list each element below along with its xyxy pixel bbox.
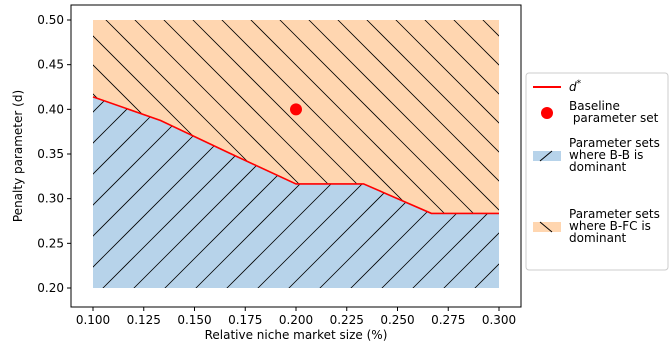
legend-bfc-swatch: [533, 221, 561, 233]
legend-baseline-label: Baseline parameter set: [569, 99, 659, 125]
hatch-line: [330, 96, 499, 288]
hatch-line: [143, 20, 485, 214]
x-tick-label: 0.100: [76, 313, 110, 327]
hatch-line: [375, 20, 499, 214]
hatch-line: [230, 20, 499, 214]
swatch-fill: [533, 151, 561, 161]
y-tick-label: 0.50: [37, 13, 64, 27]
legend-bb-swatch: [533, 150, 561, 162]
hatch-line: [317, 20, 499, 214]
x-tick-label: 0.175: [228, 313, 262, 327]
hatch-line: [93, 96, 300, 288]
swatch-hatch: [539, 150, 553, 162]
hatch-line: [93, 96, 331, 288]
swatch-hatch: [539, 221, 553, 233]
legend: d* Baseline parameter set Parameter sets…: [525, 72, 669, 271]
x-tick-label: 0.150: [177, 313, 211, 327]
y-axis-ticks: 0.20 0.25 0.30 0.35 0.40 0.45 0.50: [37, 13, 71, 295]
region-bfc-dominant: [93, 20, 499, 214]
hatch-line: [288, 20, 499, 214]
y-tick-label: 0.30: [37, 192, 64, 206]
hatch-line: [433, 20, 499, 214]
legend-bfc-label: Parameter sets where B-FC is dominant: [569, 207, 660, 245]
y-tick-label: 0.20: [37, 281, 64, 295]
hatch-line: [201, 20, 499, 214]
legend-threshold-line-label: d*: [569, 79, 582, 94]
hatch-line: [404, 20, 499, 214]
x-tick-label: 0.275: [431, 313, 465, 327]
y-tick-label: 0.25: [37, 236, 64, 250]
hatch-line: [114, 20, 456, 214]
x-axis-label: Relative niche market size (%): [205, 328, 388, 341]
hatch-line: [361, 96, 499, 288]
hatch-line: [93, 96, 269, 288]
legend-baseline-marker: [541, 107, 553, 119]
region-bb-dominant: [93, 96, 499, 288]
x-tick-label: 0.250: [380, 313, 414, 327]
hatch-line: [423, 96, 499, 288]
threshold-line-dstar: [92, 96, 499, 215]
swatch-fill: [533, 222, 561, 232]
x-tick-label: 0.200: [279, 313, 313, 327]
x-tick-label: 0.125: [127, 313, 161, 327]
y-axis-label: Penalty parameter (d): [11, 90, 25, 222]
legend-bb-label: Parameter sets where B-B is dominant: [569, 136, 660, 174]
hatch-line: [259, 20, 499, 214]
hatch-line: [172, 20, 499, 214]
baseline-point: [290, 103, 302, 116]
hatch-line: [392, 96, 499, 288]
x-tick-label: 0.300: [482, 313, 516, 327]
x-axis-ticks: 0.100 0.125 0.150 0.175 0.200 0.225 0.250 0.275…: [76, 307, 516, 327]
x-tick-label: 0.225: [330, 313, 364, 327]
y-tick-label: 0.40: [37, 102, 64, 116]
y-tick-label: 0.45: [37, 58, 64, 72]
legend-box: [525, 72, 669, 271]
y-tick-label: 0.35: [37, 147, 64, 161]
hatch-line: [346, 20, 499, 214]
hatch-line: [93, 96, 362, 288]
